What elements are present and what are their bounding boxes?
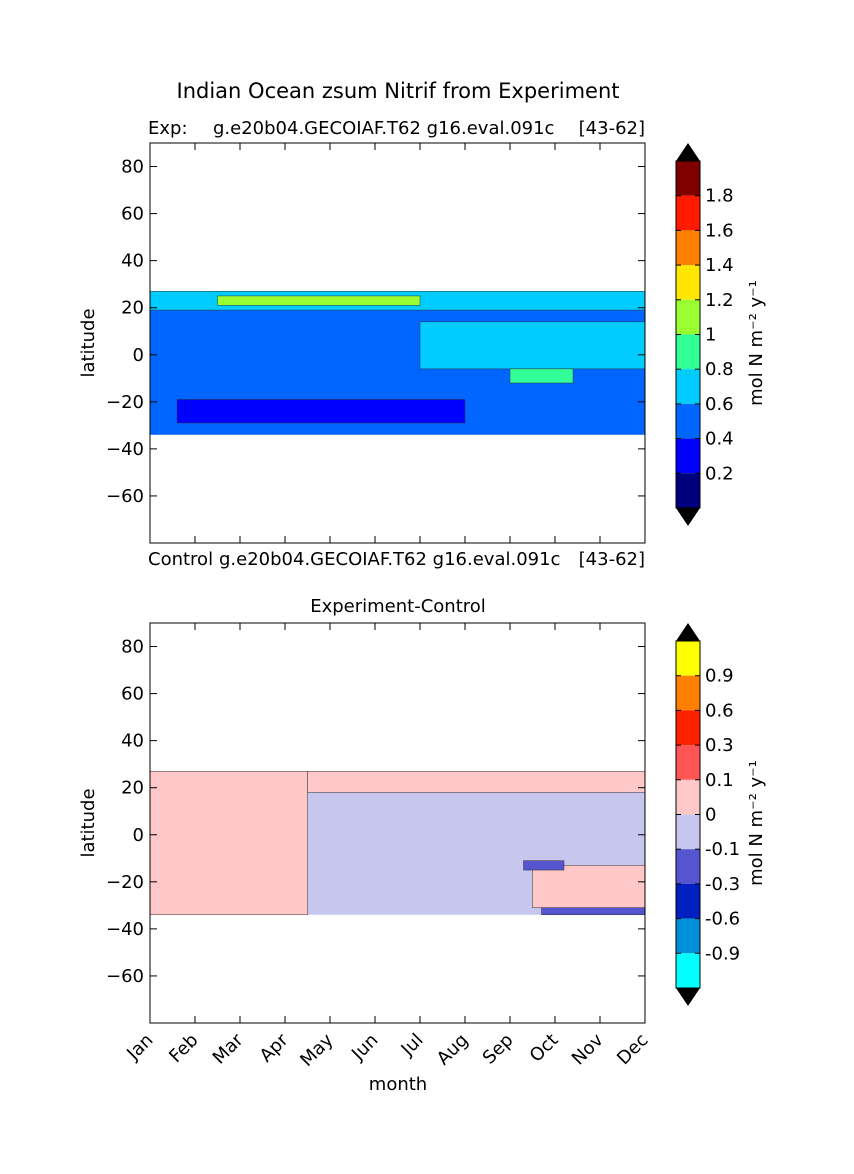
top-colorbar-swatch [676, 161, 700, 196]
control-label-left: Control [148, 549, 213, 570]
top-colorbar-tick-label: 1.6 [705, 220, 734, 241]
top-y-tick-label: 80 [121, 157, 144, 178]
bottom-colorbar-extend-min [676, 988, 700, 1006]
top-colorbar-tick-label: 0.6 [705, 394, 734, 415]
bottom-colorbar: 0.9 0.6 0.3 0.1 0 -0.1 -0.3 -0.6 -0.9 [675, 623, 740, 1006]
top-colorbar-tick-label: 0.4 [705, 429, 734, 450]
top-colorbar-swatch [676, 299, 700, 335]
bottom-colorbar-label: mol N m⁻² y⁻¹ [746, 760, 767, 886]
top-y-tick-label: −40 [106, 439, 144, 460]
bottom-contour-region [307, 770, 645, 793]
bottom-colorbar-swatch [676, 641, 700, 676]
x-tick-label-apr: Apr [256, 1029, 293, 1066]
x-tick-label-mar: Mar [209, 1029, 248, 1068]
top-y-tick-label: 0 [133, 345, 144, 366]
control-label-right: [43-62] [579, 549, 645, 570]
x-tick-label-feb: Feb [165, 1030, 202, 1067]
figure-title: Indian Ocean zsum Nitrif from Experiment [177, 79, 620, 103]
top-colorbar-swatch [676, 334, 700, 370]
bottom-colorbar-tick-label: 0.9 [705, 666, 734, 687]
top-axes-frame [149, 142, 646, 544]
x-tick-label-may: May [296, 1029, 337, 1070]
bottom-colorbar-swatch [676, 675, 700, 711]
top-y-tick-label: 20 [121, 298, 144, 319]
top-colorbar-swatch [676, 369, 700, 404]
bottom-colorbar-swatch [676, 814, 700, 850]
bottom-y-tick-label: 40 [121, 731, 144, 752]
top-label-mid: g.e20b04.GECOIAF.T62 g16.eval.091c [213, 118, 554, 139]
top-colorbar-extend-min [676, 508, 700, 526]
control-label-mid: g.e20b04.GECOIAF.T62 g16.eval.091c [219, 549, 560, 570]
bottom-contour-plot: 80 60 40 20 0 −20 −40 −60 Jan Feb Mar Apr May Jun Jul… [78, 622, 653, 1095]
top-colorbar-tick-label: 1.4 [705, 255, 734, 276]
bottom-y-tick-label: 60 [121, 684, 144, 705]
top-colorbar-tick-label: 0.2 [705, 463, 734, 484]
x-tick-label-jul: Jul [397, 1030, 428, 1061]
bottom-y-tick-label: −40 [106, 919, 144, 940]
top-contour-region [217, 295, 421, 306]
bottom-colorbar-tick-label: 0 [705, 805, 716, 826]
bottom-contour-region [541, 907, 645, 916]
bottom-axes-frame [149, 622, 646, 1024]
top-contour-region [176, 399, 466, 424]
x-tick-label-jan: Jan [122, 1030, 157, 1065]
top-y-axis-label: latitude [78, 308, 99, 377]
bottom-colorbar-tick-label: 0.3 [705, 735, 734, 756]
bottom-title: Experiment-Control [310, 596, 486, 617]
top-y-tick-label: 60 [121, 204, 144, 225]
bottom-colorbar-swatch [676, 918, 700, 954]
bottom-y-tick-label: −20 [106, 872, 144, 893]
top-colorbar-swatch [676, 473, 700, 508]
bottom-colorbar-swatch [676, 883, 700, 919]
bottom-colorbar-swatch [676, 745, 700, 780]
bottom-y-tick-label: 0 [133, 825, 144, 846]
bottom-colorbar-tick-label: -0.3 [705, 874, 740, 895]
bottom-contour-region [150, 770, 308, 916]
x-tick-label-sep: Sep [479, 1030, 518, 1069]
top-colorbar-extend-max [676, 143, 700, 161]
top-y-tick-label: 40 [121, 251, 144, 272]
top-label-right: [43-62] [579, 118, 645, 139]
bottom-colorbar-tick-label: -0.1 [705, 839, 740, 860]
bottom-contour-region [532, 865, 645, 908]
bottom-y-axis-label: latitude [78, 788, 99, 857]
top-colorbar-tick-label: 1.8 [705, 186, 734, 207]
bottom-colorbar-tick-label: -0.6 [705, 909, 740, 930]
x-tick-label-jun: Jun [347, 1030, 382, 1065]
bottom-colorbar-extend-max [676, 623, 700, 641]
bottom-x-axis-label: month [369, 1074, 427, 1095]
x-tick-label-dec: Dec [613, 1030, 652, 1069]
top-contour-region [509, 368, 574, 384]
top-colorbar-swatch [676, 265, 700, 300]
x-tick-label-aug: Aug [433, 1030, 473, 1070]
top-y-tick-label: −60 [106, 486, 144, 507]
top-colorbar-tick-label: 1 [705, 325, 716, 346]
top-label-left: Exp: [148, 118, 188, 139]
bottom-colorbar-swatch [676, 710, 700, 746]
top-contour-region [419, 321, 645, 370]
top-colorbar-tick-label: 1.2 [705, 290, 734, 311]
x-tick-label-oct: Oct [526, 1030, 563, 1067]
top-contour-plot: 80 60 40 20 0 −20 −40 −60 latitude [78, 142, 646, 544]
top-y-tick-label: −20 [106, 392, 144, 413]
bottom-colorbar-swatch [676, 849, 700, 884]
top-colorbar-swatch [676, 195, 700, 231]
bottom-colorbar-tick-label: 0.6 [705, 700, 734, 721]
top-colorbar-tick-label: 0.8 [705, 359, 734, 380]
x-tick-label-nov: Nov [568, 1029, 608, 1069]
bottom-colorbar-tick-label: 0.1 [705, 770, 734, 791]
top-colorbar-swatch [676, 403, 700, 439]
top-colorbar-swatch [676, 230, 700, 266]
bottom-colorbar-swatch [676, 953, 700, 988]
bottom-colorbar-swatch [676, 779, 700, 815]
top-colorbar: 1.8 1.6 1.4 1.2 1 0.8 0.6 0.4 0.2 [675, 143, 734, 526]
top-colorbar-label: mol N m⁻² y⁻¹ [746, 280, 767, 406]
bottom-contour-region [523, 860, 565, 871]
top-colorbar-swatch [676, 438, 700, 474]
bottom-y-tick-label: 20 [121, 778, 144, 799]
bottom-y-tick-label: −60 [106, 966, 144, 987]
bottom-colorbar-tick-label: -0.9 [705, 943, 740, 964]
bottom-y-tick-label: 80 [121, 637, 144, 658]
